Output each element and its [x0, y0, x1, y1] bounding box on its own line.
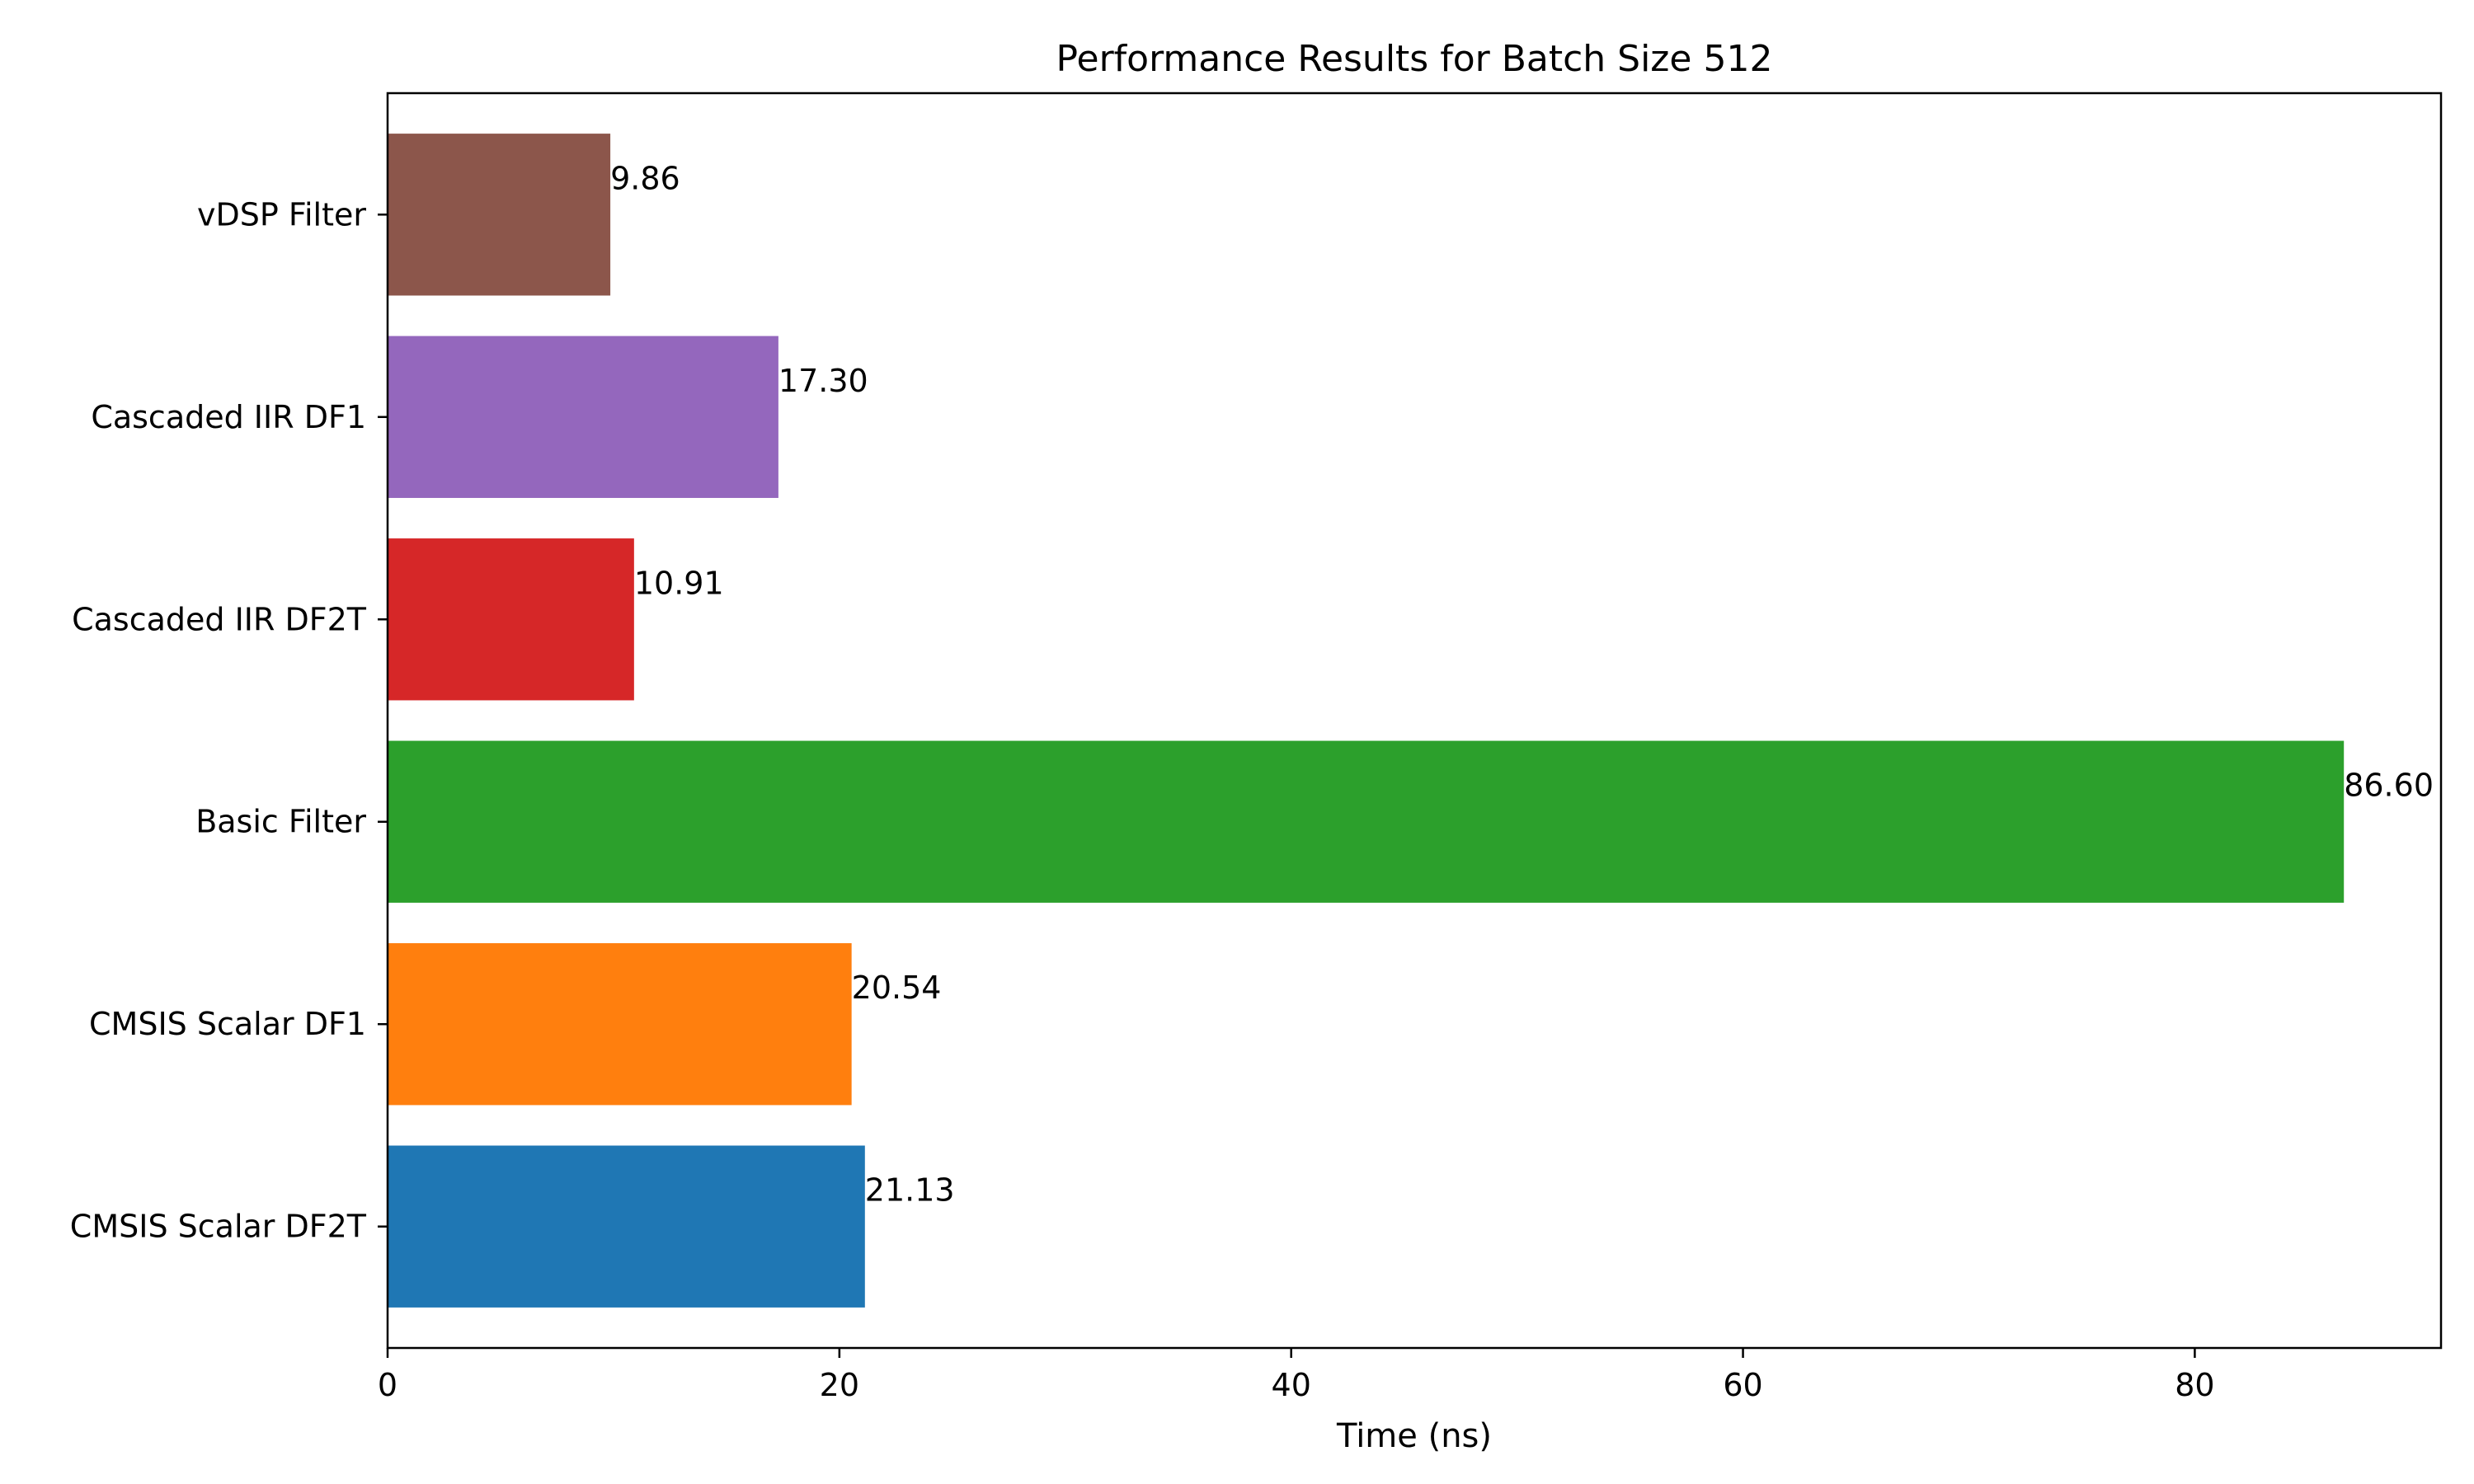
y-axis-ticks: CMSIS Scalar DF2T CMSIS Scalar DF1 Basic F…: [70, 196, 388, 1245]
data-label-cascaded-iir-df2t: 10.91: [634, 565, 724, 601]
y-tick-label-vdsp-filter: vDSP Filter: [197, 196, 366, 232]
bars-layer: [388, 134, 2345, 1308]
bar-cascaded-iir-df1: [388, 336, 778, 498]
bar-cmsis-scalar-df2t: [388, 1145, 865, 1308]
x-tick-label: 0: [378, 1367, 397, 1403]
x-tick-label: 40: [1272, 1367, 1311, 1403]
y-tick-label-basic-filter: Basic Filter: [195, 804, 366, 840]
bar-vdsp-filter: [388, 134, 611, 296]
y-tick-label-cascaded-iir-df1: Cascaded IIR DF1: [91, 399, 366, 435]
data-labels-layer: 21.13 20.54 86.60 10.91 17.30 9.86: [610, 160, 2434, 1208]
data-label-basic-filter: 86.60: [2344, 768, 2434, 804]
data-label-vdsp-filter: 9.86: [610, 160, 680, 196]
x-tick-label: 60: [1723, 1367, 1762, 1403]
data-label-cmsis-scalar-df1: 20.54: [852, 970, 942, 1006]
y-tick-label-cascaded-iir-df2t: Cascaded IIR DF2T: [72, 601, 367, 637]
y-tick-label-cmsis-scalar-df1: CMSIS Scalar DF1: [89, 1006, 366, 1042]
bar-cascaded-iir-df2t: [388, 538, 634, 701]
x-tick-label: 80: [2175, 1367, 2214, 1403]
chart-title: Performance Results for Batch Size 512: [1056, 38, 1773, 80]
x-axis-ticks: 0 20 40 60 80: [378, 1348, 2215, 1403]
x-tick-label: 20: [820, 1367, 859, 1403]
bar-cmsis-scalar-df1: [388, 943, 852, 1106]
bar-basic-filter: [388, 740, 2345, 903]
y-tick-label-cmsis-scalar-df2t: CMSIS Scalar DF2T: [70, 1209, 367, 1245]
plot-frame: [386, 92, 2443, 1350]
data-label-cmsis-scalar-df2t: 21.13: [865, 1172, 955, 1209]
x-axis-label: Time (ns): [1336, 1417, 1492, 1455]
data-label-cascaded-iir-df1: 17.30: [778, 363, 868, 399]
